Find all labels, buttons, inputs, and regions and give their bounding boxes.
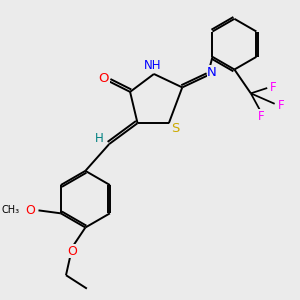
Text: F: F [278,99,284,112]
Text: F: F [258,110,265,123]
Text: H: H [94,132,103,145]
Text: S: S [171,122,180,135]
Text: NH: NH [144,59,161,72]
Text: O: O [67,245,77,258]
Text: N: N [207,66,217,79]
Text: F: F [270,82,277,94]
Text: CH₃: CH₃ [1,206,19,215]
Text: O: O [25,204,35,217]
Text: O: O [99,72,109,85]
